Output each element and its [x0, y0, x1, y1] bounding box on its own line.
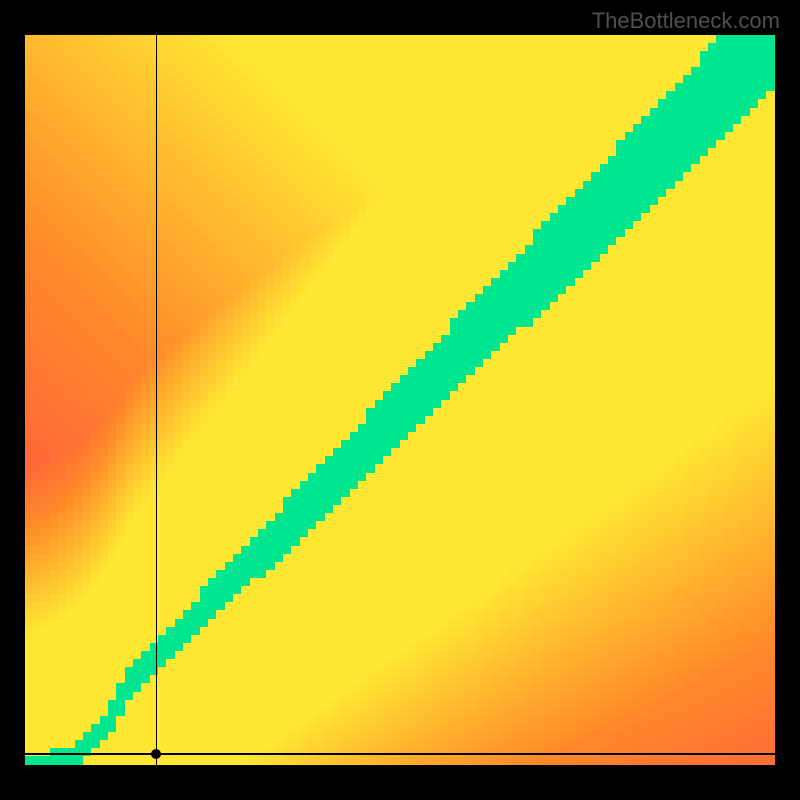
- marker-dot: [151, 749, 161, 759]
- watermark-text: TheBottleneck.com: [592, 8, 780, 34]
- crosshair-horizontal-line: [25, 753, 775, 755]
- heatmap-plot-area: [25, 35, 775, 765]
- heatmap-canvas: [25, 35, 775, 765]
- chart-container: TheBottleneck.com: [0, 0, 800, 800]
- crosshair-vertical-line: [156, 35, 158, 765]
